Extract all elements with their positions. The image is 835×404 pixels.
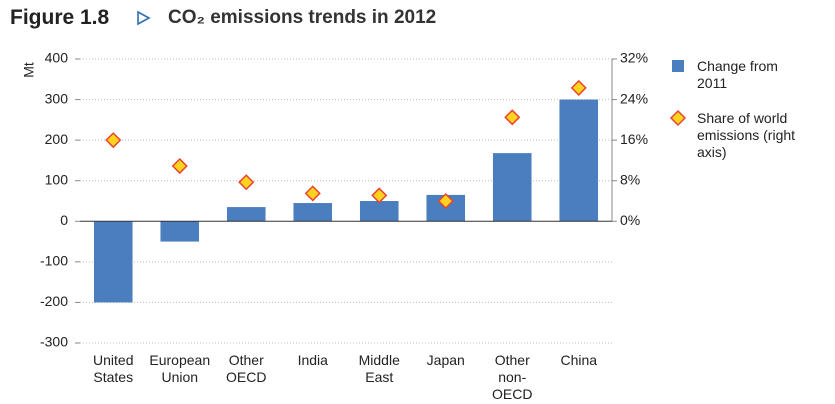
chart-title: CO₂ emissions trends in 2012 — [168, 7, 437, 28]
diamond-marker — [304, 185, 321, 202]
y2-tick-label: 16% — [620, 131, 648, 147]
x-tick-label: India — [297, 352, 328, 368]
diamond-marker — [238, 174, 255, 191]
y-tick-label: -300 — [40, 334, 68, 350]
y-tick-label: 0 — [60, 212, 68, 228]
diamond-marker — [570, 79, 587, 96]
bar — [293, 203, 333, 222]
y-tick-label: 300 — [45, 90, 69, 106]
bar — [559, 99, 599, 222]
figure-label: Figure 1.8 — [10, 6, 110, 29]
diamond-marker — [371, 187, 388, 204]
diamond-marker — [171, 157, 188, 175]
y-tick-label: -100 — [40, 253, 68, 269]
x-tick-label: Japan — [426, 352, 465, 368]
y2-tick-label: 8% — [620, 171, 640, 187]
y-tick-label: 100 — [45, 171, 69, 187]
y-tick-label: -200 — [40, 293, 68, 309]
x-tick-label: Middle East — [358, 352, 400, 385]
x-tick-label: European Union — [149, 352, 211, 385]
y2-tick-label: 24% — [620, 90, 648, 106]
title-marker — [137, 10, 151, 26]
y2-tick-label: 0% — [620, 212, 640, 228]
legend-label: Share of world emissions (right axis) — [697, 110, 796, 160]
x-tick-label: United States — [93, 352, 134, 385]
diamond-marker — [437, 192, 454, 210]
legend-swatch — [672, 60, 684, 72]
y-tick-label: 400 — [45, 50, 69, 66]
legend-label: Change from 2011 — [697, 58, 778, 91]
y-axis-label: Mt — [21, 62, 37, 78]
bar — [93, 221, 133, 303]
x-tick-label: China — [560, 352, 598, 368]
legend-swatch — [669, 109, 687, 127]
bar — [359, 201, 399, 222]
diamond-marker — [504, 109, 521, 126]
bar — [160, 221, 200, 242]
y-tick-label: 200 — [45, 131, 69, 147]
bar — [226, 207, 266, 222]
y2-tick-label: 32% — [620, 50, 648, 66]
bar — [492, 153, 532, 222]
x-tick-label: Other OECD — [226, 352, 267, 385]
x-tick-label: Other non-OECD — [492, 352, 533, 402]
diamond-marker — [105, 132, 122, 149]
